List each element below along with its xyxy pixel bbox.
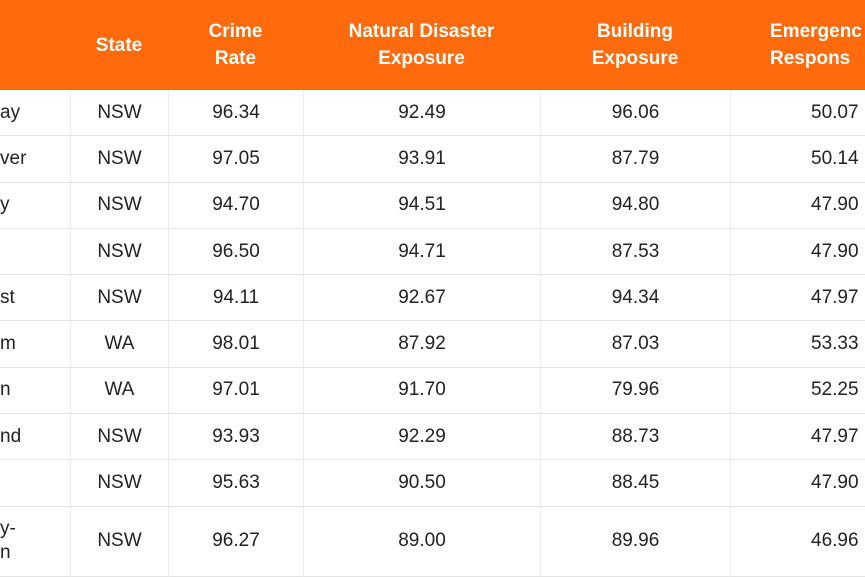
building-exposure-cell: 87.79 [540,136,730,183]
building-exposure-cell: 88.73 [540,414,730,461]
crime-rate-cell: 96.50 [168,228,303,276]
building-exposure-cell: 79.96 [540,367,730,415]
emergency-response-cell: 47.90 [730,228,865,276]
crime-rate-cell: 97.01 [168,367,303,415]
header-cell: Natural Disaster Exposure [303,0,540,90]
suburb-cell: nd [0,414,70,461]
natural-disaster-cell: 90.50 [303,460,540,507]
header-cell [0,0,70,90]
crime-rate-cell: 94.70 [168,182,303,229]
building-exposure-cell: 96.06 [540,90,730,137]
building-exposure-cell: 94.34 [540,275,730,322]
suburb-cell: st [0,275,70,322]
natural-disaster-cell: 92.29 [303,414,540,461]
building-exposure-cell: 94.80 [540,182,730,229]
emergency-response-cell: 52.25 [730,367,865,415]
header-cell: Crime Rate [168,0,303,90]
natural-disaster-cell: 89.00 [303,506,540,577]
state-cell: NSW [70,275,168,322]
suburb-cell: y [0,183,70,229]
building-exposure-cell: 87.53 [540,228,730,276]
suburb-cell: ay [0,90,70,137]
state-cell: NSW [70,136,168,183]
emergency-response-cell: 50.07 [730,90,865,137]
state-cell: NSW [70,506,168,577]
suburb-cell: m [0,321,70,368]
state-cell: WA [70,321,168,368]
suburb-cell: y- n [0,507,70,577]
natural-disaster-cell: 93.91 [303,136,540,183]
emergency-response-cell: 53.33 [730,321,865,368]
emergency-response-cell: 50.14 [730,136,865,183]
header-cell: Building Exposure [540,0,730,90]
state-cell: NSW [70,182,168,229]
crime-rate-cell: 96.34 [168,90,303,137]
crime-rate-cell: 97.05 [168,136,303,183]
suburb-cell: ver [0,136,70,183]
state-cell: NSW [70,90,168,137]
state-cell: NSW [70,414,168,461]
suburb-cell [0,229,70,276]
natural-disaster-cell: 91.70 [303,367,540,415]
natural-disaster-cell: 94.51 [303,182,540,229]
crime-rate-cell: 95.63 [168,460,303,507]
crime-rate-cell: 94.11 [168,275,303,322]
building-exposure-cell: 87.03 [540,321,730,368]
natural-disaster-cell: 92.67 [303,275,540,322]
emergency-response-cell: 47.90 [730,182,865,229]
header-cell: Emergenc Respons [730,0,865,90]
natural-disaster-cell: 92.49 [303,90,540,137]
building-exposure-cell: 88.45 [540,460,730,507]
crime-rate-cell: 93.93 [168,414,303,461]
state-cell: WA [70,367,168,415]
suburb-cell: n [0,368,70,415]
state-cell: NSW [70,460,168,507]
emergency-response-cell: 47.90 [730,460,865,507]
emergency-response-cell: 46.96 [730,506,865,577]
natural-disaster-cell: 94.71 [303,228,540,276]
emergency-response-cell: 47.97 [730,414,865,461]
state-cell: NSW [70,228,168,276]
emergency-response-cell: 47.97 [730,275,865,322]
building-exposure-cell: 89.96 [540,506,730,577]
crime-rate-cell: 98.01 [168,321,303,368]
suburb-cell [0,460,70,507]
natural-disaster-cell: 87.92 [303,321,540,368]
crime-rate-cell: 96.27 [168,506,303,577]
header-cell: State [70,0,168,90]
